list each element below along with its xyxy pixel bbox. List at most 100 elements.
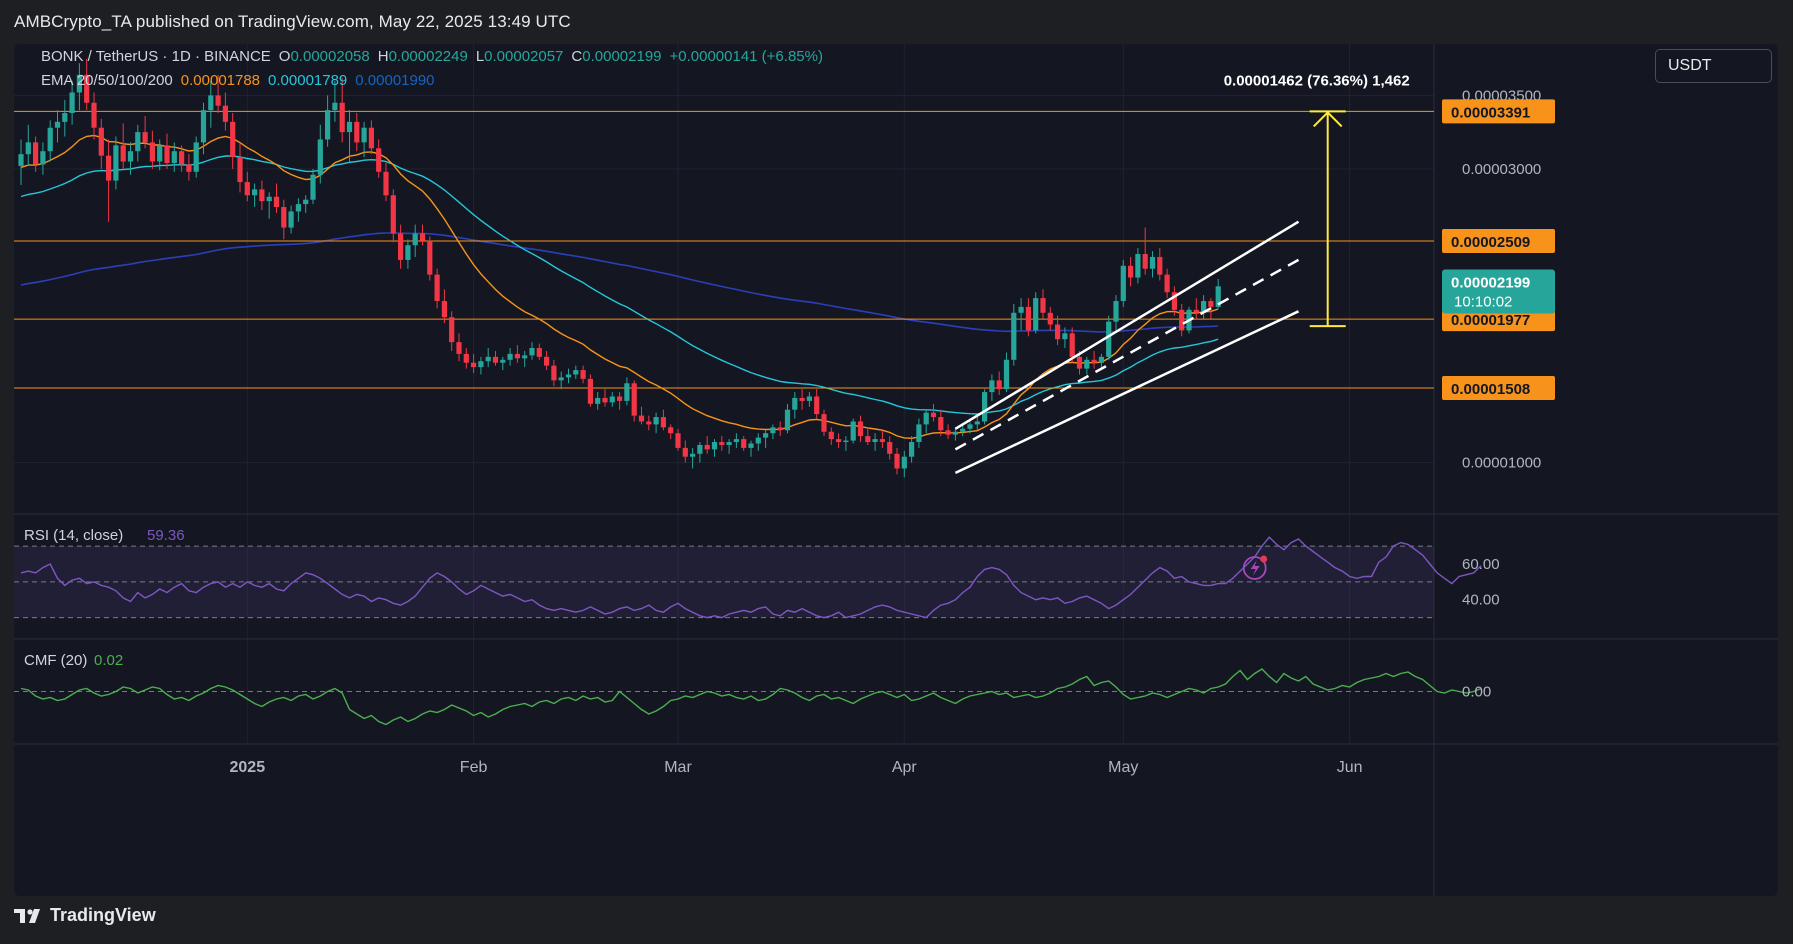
- candle-body: [383, 171, 389, 196]
- candle-body: [821, 414, 827, 432]
- candle-body: [1011, 312, 1017, 360]
- candle-body: [164, 145, 170, 163]
- candle-body: [259, 189, 265, 202]
- candle-body: [478, 361, 484, 368]
- candle-body: [266, 196, 272, 202]
- candle-body: [777, 427, 783, 431]
- time-axis-label: 2025: [230, 759, 266, 776]
- candle-body: [405, 245, 411, 260]
- candle-body: [463, 353, 469, 363]
- candle-body: [507, 353, 513, 360]
- candle-body: [398, 233, 404, 260]
- candle-body: [1157, 256, 1163, 275]
- high-label: H: [377, 48, 389, 65]
- cmf-axis-label: 0.00: [1462, 684, 1491, 701]
- candle-body: [544, 356, 550, 366]
- candle-body: [1164, 274, 1170, 293]
- candle-body: [792, 397, 798, 410]
- candle-body: [1215, 286, 1221, 307]
- candle-body: [427, 240, 433, 275]
- candle-body: [682, 447, 688, 457]
- candle-body: [208, 95, 214, 111]
- candle-body: [186, 164, 192, 172]
- candle-body: [441, 301, 447, 318]
- candle-body: [1069, 333, 1075, 357]
- candle-body: [91, 102, 97, 128]
- publisher-line: AMBCrypto_TA published on TradingView.co…: [14, 12, 571, 31]
- measure-arrow-head: [1312, 111, 1343, 128]
- candle-body: [609, 396, 615, 403]
- candle-body: [828, 431, 834, 440]
- candle-body: [120, 145, 126, 162]
- candle-body: [84, 74, 90, 103]
- level-tag: [1442, 228, 1555, 253]
- open-value: 0.00002058: [290, 48, 370, 65]
- time-axis-label: Mar: [664, 759, 692, 776]
- candle-body: [806, 396, 812, 401]
- close-label: C: [571, 48, 583, 65]
- candle-body: [748, 443, 754, 448]
- candle-body: [887, 442, 893, 454]
- candle-body: [40, 151, 46, 165]
- candle-body: [704, 444, 710, 450]
- candle-body: [273, 196, 280, 208]
- ema-legend: EMA 20/50/100/200 0.00001788 0.00001789 …: [41, 72, 435, 89]
- candle-body: [565, 374, 572, 378]
- candle-body: [200, 110, 207, 143]
- candle-body: [916, 424, 922, 443]
- candle-body: [1084, 359, 1090, 369]
- candle-body: [536, 348, 542, 357]
- candle-body: [879, 439, 885, 443]
- price-chart[interactable]: 0.00001462 (76.36%) 1,4620.000035000.000…: [14, 44, 1778, 896]
- ema100-value: 0.00001990: [355, 72, 435, 89]
- candle-body: [376, 148, 382, 172]
- candle-body: [449, 317, 455, 343]
- channel-mid-line: [954, 258, 1300, 451]
- currency-selector-button[interactable]: USDT: [1655, 49, 1772, 83]
- candle-body: [98, 127, 104, 156]
- candle-body: [127, 151, 134, 162]
- level-tag: [1442, 375, 1555, 400]
- candle-body: [784, 409, 791, 431]
- candle-body: [638, 415, 645, 422]
- candle-body: [952, 431, 958, 435]
- candle-body: [850, 421, 856, 441]
- candle-body: [281, 207, 287, 228]
- brand-name: TradingView: [50, 905, 156, 925]
- candle-body: [909, 442, 915, 457]
- candle-body: [989, 380, 995, 393]
- candle-body: [1018, 306, 1024, 313]
- cmf-line: [20, 668, 1482, 726]
- measure-label: 0.00001462 (76.36%) 1,462: [1224, 72, 1410, 89]
- rsi-value: 59.36: [147, 527, 185, 544]
- candle-body: [1098, 356, 1104, 363]
- candle-body: [763, 433, 769, 438]
- candle-body: [106, 155, 112, 181]
- candle-body: [1047, 312, 1053, 325]
- candle-body: [580, 370, 586, 379]
- event-dot-icon: [1260, 555, 1268, 563]
- candle-body: [573, 370, 579, 375]
- last-price-text: 0.00002199: [1451, 274, 1530, 291]
- candle-body: [1025, 306, 1031, 331]
- candle-body: [237, 157, 243, 183]
- candle-body: [1135, 254, 1141, 278]
- candle-body: [317, 139, 323, 175]
- candle-body: [310, 174, 316, 200]
- candle-body: [434, 274, 440, 302]
- candle-body: [368, 127, 374, 149]
- close-value: 0.00002199: [582, 48, 662, 65]
- candle-body: [711, 442, 718, 450]
- candle-body: [135, 132, 141, 152]
- candle-body: [1120, 265, 1126, 302]
- candle-body: [157, 145, 163, 162]
- level-tag-text: 0.00002509: [1451, 234, 1530, 251]
- candle-body: [471, 362, 477, 368]
- time-axis-label: Feb: [460, 759, 488, 776]
- candle-body: [1179, 309, 1185, 331]
- candle-body: [967, 424, 973, 429]
- channel-upper-line: [954, 220, 1300, 430]
- chart-panel[interactable]: 0.00001462 (76.36%) 1,462 0.00003500 0.000…: [14, 44, 1778, 896]
- candle-body: [1208, 301, 1214, 307]
- candle-body: [346, 121, 353, 133]
